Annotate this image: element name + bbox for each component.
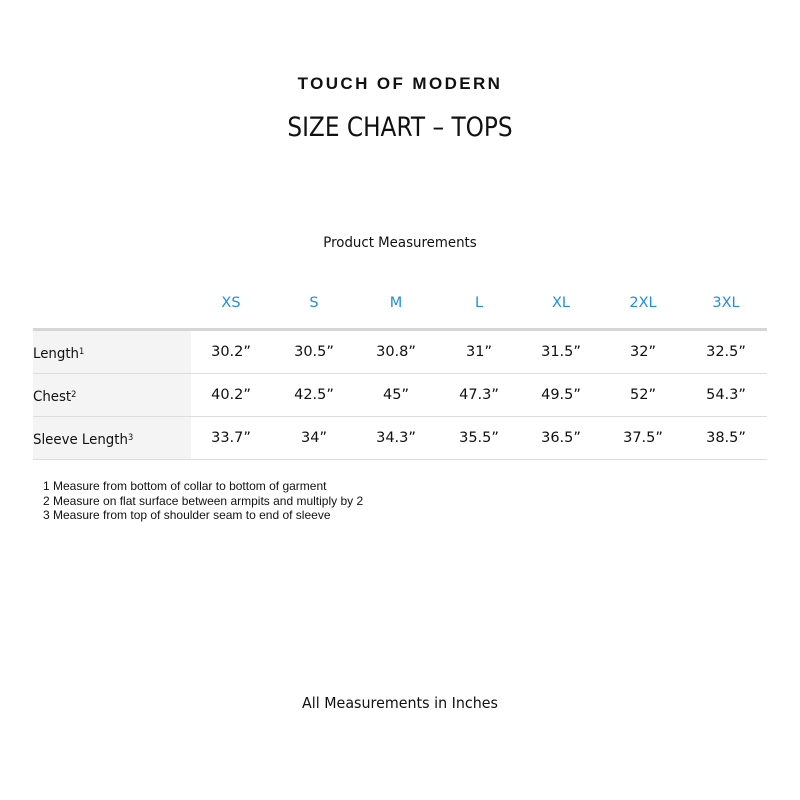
brand-logo: TOUCH OF MODERN	[297, 74, 503, 93]
size-table: XS S M L XL 2XL 3XL Length1 30.2” 30.5” 30.8” 31” 31…	[33, 286, 767, 460]
size-header: 2XL	[629, 295, 657, 311]
footnote: 1 Measure from bottom of collar to botto…	[43, 479, 327, 493]
footnote: 2 Measure on flat surface between armpit…	[43, 493, 364, 508]
measurement-cell: 30.2”	[211, 344, 251, 360]
measurement-cell: 38.5”	[706, 430, 746, 446]
row-label: Sleeve Length3	[33, 417, 191, 459]
row-label-text: Length1	[33, 331, 84, 375]
row-label: Chest2	[33, 374, 191, 416]
measurement-cell: 47.3”	[459, 387, 499, 403]
table-caption: Product Measurements	[323, 235, 477, 251]
row-label-name: Sleeve Length	[33, 432, 128, 448]
measurement-cell: 36.5”	[541, 430, 581, 446]
measurement-cell: 42.5”	[294, 387, 334, 403]
table-row: Sleeve Length3 33.7” 34” 34.3” 35.5” 36.5” 37.…	[33, 417, 767, 460]
measurement-cell: 31”	[466, 344, 492, 360]
header-blank	[33, 286, 191, 328]
row-label-text: Sleeve Length3	[33, 417, 133, 461]
measurement-cell: 34”	[301, 430, 327, 446]
measurement-cell: 40.2”	[211, 387, 251, 403]
page-title: SIZE CHART – TOPS	[287, 112, 513, 143]
row-label-name: Length	[33, 346, 80, 362]
size-header: XL	[551, 295, 570, 311]
size-header: 3XL	[712, 295, 740, 311]
footnote-marker: 2	[71, 390, 77, 400]
measurement-cell: 33.7”	[211, 430, 251, 446]
measurement-cell: 37.5”	[623, 430, 663, 446]
measurement-cell: 35.5”	[459, 430, 499, 446]
measurement-cell: 30.5”	[294, 344, 334, 360]
measurement-cell: 52”	[630, 387, 656, 403]
measurement-cell: 31.5”	[541, 344, 581, 360]
table-row: Chest2 40.2” 42.5” 45” 47.3” 49.5” 52” 54.3”	[33, 374, 767, 417]
measurement-cell: 32.5”	[706, 344, 746, 360]
footnote-marker: 1	[79, 347, 85, 357]
measurement-cell: 34.3”	[376, 430, 416, 446]
measurement-cell: 49.5”	[541, 387, 581, 403]
measurement-cell: 54.3”	[706, 387, 746, 403]
measurement-cell: 32”	[630, 344, 656, 360]
table-header-row: XS S M L XL 2XL 3XL	[33, 286, 767, 331]
footnotes: 1 Measure from bottom of collar to botto…	[43, 479, 363, 523]
footnote-marker: 3	[127, 433, 134, 443]
measurement-cell: 45”	[383, 387, 409, 403]
size-header: XS	[221, 295, 241, 311]
measurement-cell: 30.8”	[376, 344, 416, 360]
footnote: 3 Measure from top of shoulder seam to e…	[43, 508, 331, 522]
row-label: Length1	[33, 331, 191, 373]
size-header: S	[309, 295, 319, 311]
row-label-text: Chest2	[33, 374, 76, 418]
size-header: L	[474, 295, 484, 311]
row-label-name: Chest	[33, 389, 72, 405]
size-header: M	[389, 295, 403, 311]
units-note: All Measurements in Inches	[302, 694, 498, 712]
table-row: Length1 30.2” 30.5” 30.8” 31” 31.5” 32” 32.5”	[33, 331, 767, 374]
